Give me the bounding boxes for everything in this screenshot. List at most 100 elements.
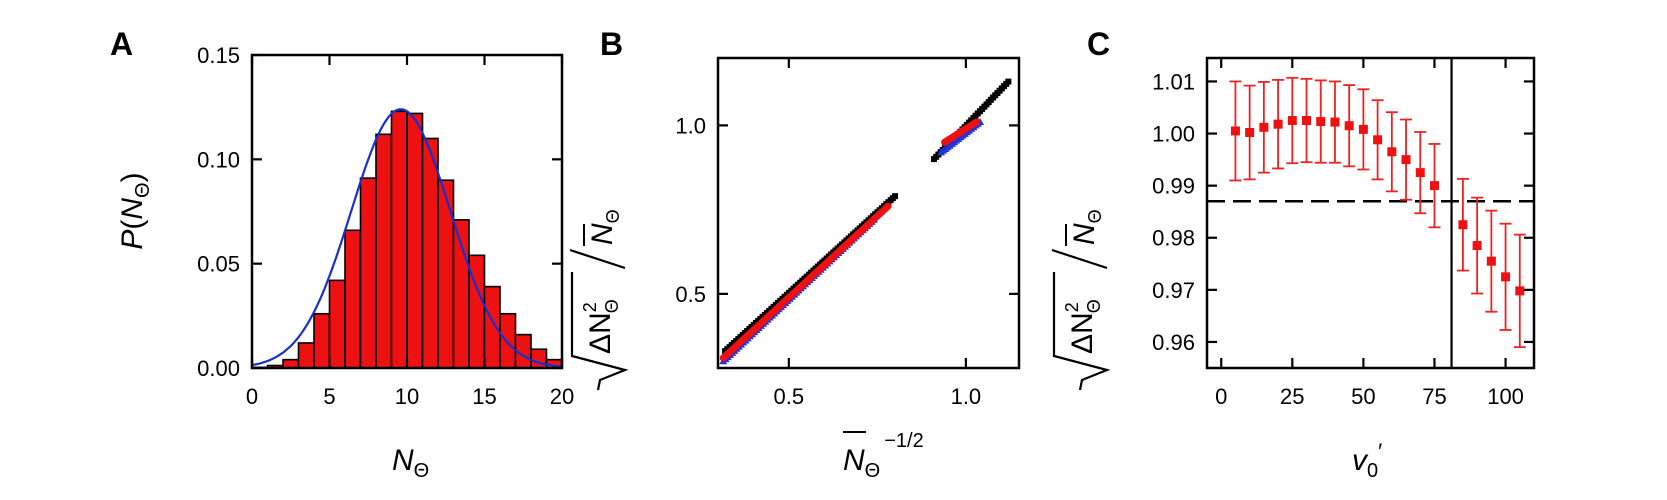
panel-c-xlabel: v0′ (1352, 439, 1382, 482)
panel-c-xtick-label: 0 (1215, 384, 1227, 409)
panel-c-xlabel-sub: 0 (1367, 460, 1378, 482)
data-point (1486, 256, 1496, 266)
panel-a-gaussian-fit (251, 108, 563, 368)
panel-b-points (719, 78, 1012, 365)
panel-a-ylabel-main: P (116, 230, 149, 250)
histogram-bar (499, 312, 517, 369)
panel-c-ylabel-numerator: ΔN2 Θ (1062, 299, 1104, 354)
panel-c-ylabel-main: ΔN (1066, 312, 1099, 354)
panel-a-xtick-label: 20 (550, 384, 574, 409)
panel-b-xtick-label: 1.0 (951, 384, 982, 409)
panel-a-ytick-label: 0.15 (197, 43, 240, 68)
panel-a-ylabel-arg: N (116, 198, 149, 220)
panel-c-ylabel-slash (1051, 248, 1108, 270)
panel-c-ytick-label: 1.01 (1152, 69, 1195, 94)
histogram-bar (359, 177, 377, 369)
panel-a-ylabel-open: ( (116, 220, 149, 230)
panel-c-ytick-label: 1.00 (1152, 122, 1195, 147)
data-point (1259, 122, 1269, 132)
data-point (1429, 181, 1439, 191)
panel-b-ylabel-denominator: NΘ (586, 209, 623, 245)
data-point (1501, 272, 1511, 282)
panel-c-ticks: 0 25 50 75 100 0.96 0.97 0.98 0.99 1.00 1.01 (1152, 58, 1534, 409)
panel-a-ticks: 0 5 10 15 20 0.00 0.05 0.10 0.15 (197, 43, 574, 409)
panel-c-xtick-label: 100 (1487, 384, 1524, 409)
data-point (1415, 168, 1425, 178)
panel-b-xlabel-sup: −1/2 (884, 430, 923, 452)
histogram-bar (483, 285, 501, 369)
panel-b-ylabel-den-sub: Θ (603, 209, 623, 223)
panel-b-xlabel-main: N (843, 444, 865, 477)
panel-c-ytick-label: 0.98 (1152, 226, 1195, 251)
panel-b-ylabel-main: ΔN (584, 312, 617, 354)
panel-c-ylabel-denominator: NΘ (1068, 209, 1105, 245)
panel-c-xtick-label: 25 (1280, 384, 1304, 409)
panel-b-xlabel: NΘ−1/2 (843, 430, 924, 482)
histogram-bar (313, 312, 331, 369)
panel-c-ylabel-sub: Θ (1084, 299, 1104, 313)
histogram-bar (344, 229, 362, 369)
series-red-point (884, 202, 892, 210)
panel-c-ylabel-radical (1052, 272, 1111, 391)
panel-b-ylabel: ΔN2 Θ NΘ (569, 209, 629, 391)
panel-c-ylabel-sup: 2 (1062, 302, 1082, 312)
panel-letter-a: A (110, 26, 133, 62)
panel-b-scatter: 0.5 1.00.51.0 ΔN2 Θ NΘ NΘ−1/2 (569, 56, 1021, 482)
data-point (1472, 241, 1482, 251)
panel-c-reference-lines (1207, 58, 1534, 368)
panel-b-ticks: 0.5 1.0 0.5 1.0 (675, 58, 1019, 409)
panel-a-xtick-label: 5 (323, 384, 335, 409)
panel-c-xlabel-sup: ′ (1378, 439, 1382, 464)
panel-c-ytick-label: 0.96 (1152, 330, 1195, 355)
panel-c-ylabel: ΔN2 Θ NΘ (1051, 209, 1111, 391)
panel-a-xlabel-main: N (392, 444, 414, 477)
panel-a-ylabel-close: ) (116, 172, 149, 182)
panel-a-ylabel-sub: Θ (132, 182, 154, 198)
panel-b-ylabel-sup: 2 (580, 302, 600, 312)
panel-c-ytick-label: 0.99 (1152, 174, 1195, 199)
panel-a-ytick-label: 0.10 (197, 147, 240, 172)
series-black-point (1005, 78, 1012, 85)
panel-b-frame (716, 56, 1021, 370)
panel-a-xlabel-sub: Θ (414, 460, 430, 482)
histogram-bar (530, 348, 548, 369)
histogram-bar (282, 358, 300, 369)
panel-a-bars (251, 110, 563, 369)
panel-b-ylabel-sub: Θ (602, 299, 622, 313)
histogram-bar (328, 279, 346, 369)
data-point (1302, 116, 1312, 126)
data-point (1401, 155, 1411, 165)
panel-c-points (1229, 76, 1526, 349)
data-point (1287, 116, 1297, 126)
panel-c-xlabel-main: v (1352, 444, 1369, 477)
data-point (1273, 119, 1283, 129)
data-point (1316, 117, 1326, 127)
data-point (1230, 126, 1240, 136)
histogram-bar (421, 137, 439, 369)
panel-b-ytick-label: 1.0 (675, 113, 706, 138)
panel-c-xtick-label: 50 (1351, 384, 1375, 409)
panel-letter-b: B (600, 26, 623, 62)
panel-c-ylabel-den: N (1068, 223, 1101, 245)
panel-b-xtick-label: 0.5 (774, 384, 805, 409)
panel-a-xtick-label: 15 (472, 384, 496, 409)
data-point (1458, 220, 1468, 230)
panel-a-xlabel: NΘ (392, 444, 429, 482)
panel-b-ylabel-den: N (586, 223, 619, 245)
histogram-bar (297, 342, 315, 369)
panel-a-ytick-label: 0.05 (197, 252, 240, 277)
series-black-point (892, 193, 899, 200)
panel-c-ytick-label: 0.97 (1152, 278, 1195, 303)
series-red-point (972, 118, 981, 126)
panel-a-xtick-label: 0 (246, 384, 258, 409)
panel-letter-c: C (1087, 26, 1110, 62)
histogram-bar (406, 112, 424, 369)
data-point (1358, 124, 1368, 134)
data-point (1373, 135, 1383, 145)
panel-b-xlabel-sub: Θ (865, 460, 881, 482)
panel-a-ylabel: P(NΘ) (116, 172, 154, 249)
histogram-bar (375, 133, 393, 369)
histogram-bar (437, 179, 455, 369)
